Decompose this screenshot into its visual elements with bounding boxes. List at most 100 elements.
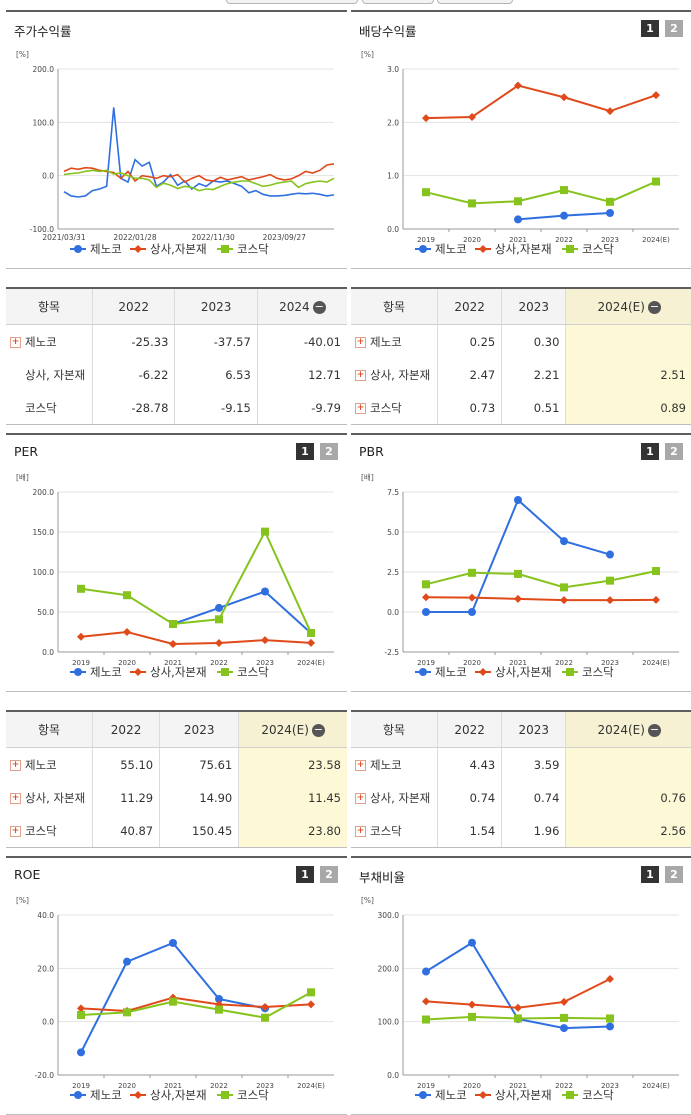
company-legend-marker: [74, 668, 82, 676]
per-table: 항목 2022 2023 2024(E) − + 제노코 55.10 75.61 23.58 + 상사…: [6, 710, 347, 848]
view-1-button[interactable]: 1: [296, 443, 314, 460]
top-control-left[interactable]: [226, 0, 358, 4]
sector-legend-marker: [479, 245, 487, 253]
value-cell: 40.87: [91, 814, 160, 847]
value-cell: 1.54: [436, 814, 502, 847]
row-label: 제노코: [370, 757, 402, 772]
table-row: + 제노코 4.43 3.59: [351, 747, 691, 781]
panel-title: 배당수익률: [359, 24, 417, 39]
view-1-button[interactable]: 1: [641, 443, 659, 460]
view-2-button[interactable]: 2: [665, 866, 683, 883]
kosdaq-point: [307, 988, 315, 997]
sector-point: [422, 997, 430, 1006]
value-cell: 11.29: [91, 781, 160, 814]
y-tick-label: 100.0: [33, 118, 55, 127]
y-unit-label: [%]: [361, 50, 374, 59]
x-tick-label: 2023/09/27: [263, 233, 306, 242]
x-tick-label: 2021: [509, 659, 527, 667]
kosdaq-point: [468, 199, 476, 208]
table-row: 상사, 자본재 -6.22 6.53 12.71: [6, 358, 347, 391]
expand-plus-icon[interactable]: +: [10, 759, 21, 771]
column-header: 2023: [174, 289, 258, 325]
collapse-icon[interactable]: −: [311, 722, 325, 737]
expand-plus-icon[interactable]: +: [355, 825, 366, 837]
collapse-icon[interactable]: −: [647, 722, 661, 737]
data-table: 항목 2022 2023 2024(E) − + 제노코 55.10 75.61 23.58 + 상사…: [6, 712, 347, 847]
column-header: 항목: [351, 289, 438, 325]
y-tick-label: 0.0: [387, 1071, 399, 1080]
column-header-label: 2024: [279, 299, 310, 314]
view-2-button[interactable]: 2: [320, 866, 338, 883]
expand-plus-icon[interactable]: +: [10, 792, 21, 804]
y-tick-label: 7.5: [387, 488, 399, 497]
kosdaq-legend-marker: [221, 1091, 229, 1099]
company-point: [215, 603, 223, 612]
value-cell: 2.56: [565, 814, 691, 847]
row-label-cell: 상사, 자본재: [6, 358, 93, 391]
view-1-button[interactable]: 1: [641, 866, 659, 883]
y-unit-label: [%]: [16, 896, 29, 905]
expand-plus-icon[interactable]: +: [355, 336, 366, 348]
value-cell: 14.90: [159, 781, 239, 814]
kosdaq-legend-marker: [221, 245, 229, 253]
pbr-table: 항목 2022 2023 2024(E) − + 제노코 4.43 3.59 + 상사, 자본재 0.…: [351, 710, 691, 848]
sector-legend-label: 상사,자본재: [150, 665, 207, 679]
company-legend-marker: [74, 1091, 82, 1099]
value-cell: -37.57: [174, 324, 258, 358]
value-cell: 12.71: [256, 358, 347, 391]
sector-legend-marker: [479, 668, 487, 676]
kosdaq-point: [169, 620, 177, 628]
row-label: 상사, 자본재: [25, 367, 86, 382]
company-point: [123, 957, 131, 966]
y-tick-label: -20.0: [35, 1071, 55, 1080]
expand-plus-icon[interactable]: +: [355, 792, 366, 804]
value-cell: 6.53: [174, 358, 258, 391]
y-unit-label: [배]: [361, 473, 374, 482]
table-row: + 제노코 0.25 0.30: [351, 324, 691, 358]
expand-plus-icon[interactable]: +: [355, 759, 366, 771]
value-cell: -40.01: [256, 324, 347, 358]
y-tick-label: 200.0: [33, 488, 55, 497]
x-tick-label: 2019: [417, 1082, 435, 1090]
sector-series-line: [63, 163, 335, 184]
kosdaq-point: [307, 628, 315, 637]
value-cell: -9.79: [256, 391, 347, 424]
view-1-button[interactable]: 1: [296, 866, 314, 883]
collapse-icon[interactable]: −: [647, 299, 661, 314]
expand-plus-icon[interactable]: +: [355, 369, 366, 381]
table-row: + 상사, 자본재 0.74 0.74 0.76: [351, 781, 691, 814]
sector-series-line: [80, 630, 312, 646]
x-tick-label: 2023: [601, 1082, 619, 1090]
value-cell: 2.47: [436, 358, 502, 391]
top-control-right[interactable]: [437, 0, 513, 4]
value-cell: 2.51: [565, 358, 691, 391]
expand-plus-icon[interactable]: +: [10, 825, 21, 837]
sector-legend-label: 상사,자본재: [150, 242, 207, 256]
view-1-button[interactable]: 1: [641, 20, 659, 37]
x-tick-label: 2024(E): [642, 236, 670, 244]
y-unit-label: [%]: [16, 50, 29, 59]
collapse-icon[interactable]: −: [312, 299, 326, 314]
expand-plus-icon[interactable]: +: [10, 336, 21, 348]
y-tick-label: 150.0: [33, 528, 55, 537]
kosdaq-legend-label: 코스닥: [582, 242, 614, 256]
view-2-button[interactable]: 2: [665, 443, 683, 460]
y-tick-label: 0.0: [42, 172, 54, 181]
sector-point: [606, 975, 614, 983]
view-2-button[interactable]: 2: [665, 20, 683, 37]
sector-legend-marker: [134, 668, 142, 676]
data-table: 항목 2022 2023 2024(E) − + 제노코 4.43 3.59 + 상사, 자본재 0.…: [351, 712, 691, 847]
kosdaq-point: [123, 591, 131, 600]
value-cell: 3.59: [501, 747, 566, 781]
row-label: 코스닥: [370, 400, 402, 415]
company-legend-label: 제노코: [90, 1088, 122, 1102]
value-cell: 55.10: [91, 747, 160, 781]
top-control-mid[interactable]: [362, 0, 434, 4]
view-2-button[interactable]: 2: [320, 443, 338, 460]
data-table: 항목 2022 2023 2024(E) − + 제노코 0.25 0.30 + 상사, 자본재 2.…: [351, 289, 691, 424]
company-legend-label: 제노코: [90, 242, 122, 256]
value-cell: 0.89: [565, 391, 691, 424]
kosdaq-point: [261, 1013, 269, 1022]
value-cell: [565, 324, 691, 358]
expand-plus-icon[interactable]: +: [355, 402, 366, 414]
